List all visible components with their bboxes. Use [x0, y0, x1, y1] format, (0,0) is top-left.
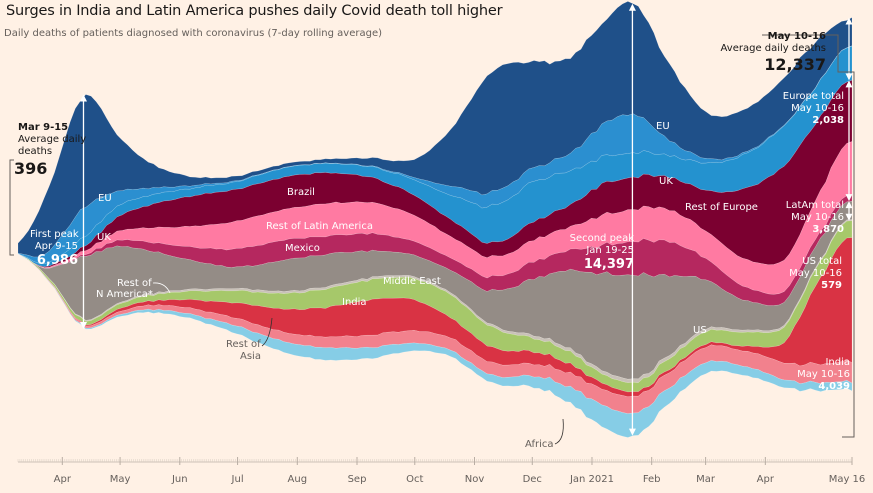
- europe-total-arrow-head: [845, 17, 853, 25]
- x-tick-label: Oct: [406, 474, 423, 485]
- label-eu-left: EU: [98, 193, 112, 204]
- us-total-value: 579: [821, 280, 842, 291]
- label-rest-asia-2: Asia: [240, 351, 261, 362]
- india-date: May 10-16: [797, 369, 850, 380]
- label-uk-right: UK: [659, 176, 673, 187]
- us-total-arrow-head: [845, 201, 853, 209]
- annotation-europe-total: Europe total May 10-16 2,038: [770, 91, 844, 127]
- end-bracket-top: [762, 34, 842, 73]
- end-label: Average daily deaths: [720, 43, 826, 54]
- label-india-mid: India: [342, 297, 367, 308]
- label-rest-n-america-2: N America*: [96, 289, 153, 300]
- second-peak-date: Jan 19-25: [586, 245, 634, 256]
- us-total-label: US total: [802, 256, 842, 267]
- india-label: India: [825, 357, 850, 368]
- second-peak-arrow-head: [628, 3, 636, 11]
- first-peak-label: First peak: [30, 229, 79, 240]
- europe-total-arrow-head: [845, 73, 853, 81]
- latam-total-value: 3,870: [812, 224, 844, 235]
- x-tick-label: Feb: [643, 474, 661, 485]
- x-tick-label: May: [110, 474, 131, 485]
- label-rest-asia-1: Rest of: [226, 339, 261, 350]
- latam-total-arrow-head: [845, 194, 853, 202]
- label-mexico: Mexico: [285, 243, 320, 254]
- annotation-us-total: US total May 10-16 579: [770, 256, 842, 292]
- label-middle-east: Middle East: [383, 276, 441, 287]
- layer-africa: [17, 254, 853, 438]
- start-date: Mar 9-15: [18, 122, 69, 133]
- label-brazil: Brazil: [287, 187, 315, 198]
- start-label: Average daily deaths: [18, 134, 87, 157]
- label-rest-europe: Rest of Europe: [685, 202, 758, 213]
- x-tick-label: Apr: [757, 474, 775, 485]
- annotation-start: Mar 9-15 Average daily deaths: [18, 122, 88, 158]
- x-tick-label: Apr: [54, 474, 72, 485]
- label-us: US: [693, 325, 707, 336]
- x-tick-label: Nov: [465, 474, 485, 485]
- annotation-latam-total: LatAm total May 10-16 3,870: [770, 200, 844, 236]
- us-total-arrow-head: [845, 213, 853, 221]
- end-date: May 10-16: [767, 31, 826, 42]
- second-peak-arrow-head: [628, 428, 636, 436]
- latam-total-date: May 10-16: [791, 212, 844, 223]
- latam-total-label: LatAm total: [785, 200, 844, 211]
- label-rest-latam: Rest of Latin America: [266, 221, 373, 232]
- start-value: 396: [14, 159, 48, 178]
- europe-total-date: May 10-16: [791, 103, 844, 114]
- x-tick-label: May 16: [829, 474, 866, 485]
- annotation-end: May 10-16 Average daily deaths 12,337: [690, 31, 826, 74]
- chart-title: Surges in India and Latin America pushes…: [6, 3, 503, 19]
- leader-rest-n-america: [152, 282, 171, 294]
- end-bracket: [842, 71, 855, 438]
- annotation-second-peak: Second peak Jan 19-25 14,397: [566, 233, 634, 272]
- start-bracket: [9, 159, 14, 256]
- latam-total-arrow-head: [845, 80, 853, 88]
- x-tick-label: Jan 2021: [569, 474, 614, 485]
- second-peak-value: 14,397: [583, 257, 634, 272]
- x-tick-label: Aug: [288, 474, 308, 485]
- us-total-date: May 10-16: [789, 268, 842, 279]
- leader-rest-asia: [261, 317, 273, 347]
- label-africa: Africa: [525, 439, 554, 450]
- leader-africa: [554, 418, 564, 445]
- x-tick-label: Jun: [171, 474, 188, 485]
- europe-total-label: Europe total: [782, 91, 844, 102]
- first-peak-value: 6,986: [36, 253, 78, 268]
- second-peak-label: Second peak: [569, 233, 634, 244]
- annotation-first-peak: First peak Apr 9-15 6,986: [30, 229, 79, 268]
- annotation-india: India May 10-16 4,039: [776, 357, 850, 393]
- europe-total-value: 2,038: [812, 115, 844, 126]
- first-peak-arrow-head: [79, 322, 87, 330]
- india-value: 4,039: [818, 381, 850, 392]
- x-tick-label: Sep: [348, 474, 367, 485]
- chart-subtitle: Daily deaths of patients diagnosed with …: [4, 28, 383, 39]
- x-tick-label: Jul: [231, 474, 244, 485]
- first-peak-date: Apr 9-15: [34, 241, 78, 252]
- x-tick-label: Dec: [523, 474, 542, 485]
- x-tick-label: Mar: [696, 474, 716, 485]
- end-value: 12,337: [764, 55, 826, 74]
- label-eu-right: EU: [656, 121, 670, 132]
- first-peak-arrow-head: [79, 94, 87, 102]
- label-rest-n-america-1: Rest of: [117, 278, 152, 289]
- label-uk-left: UK: [97, 232, 111, 243]
